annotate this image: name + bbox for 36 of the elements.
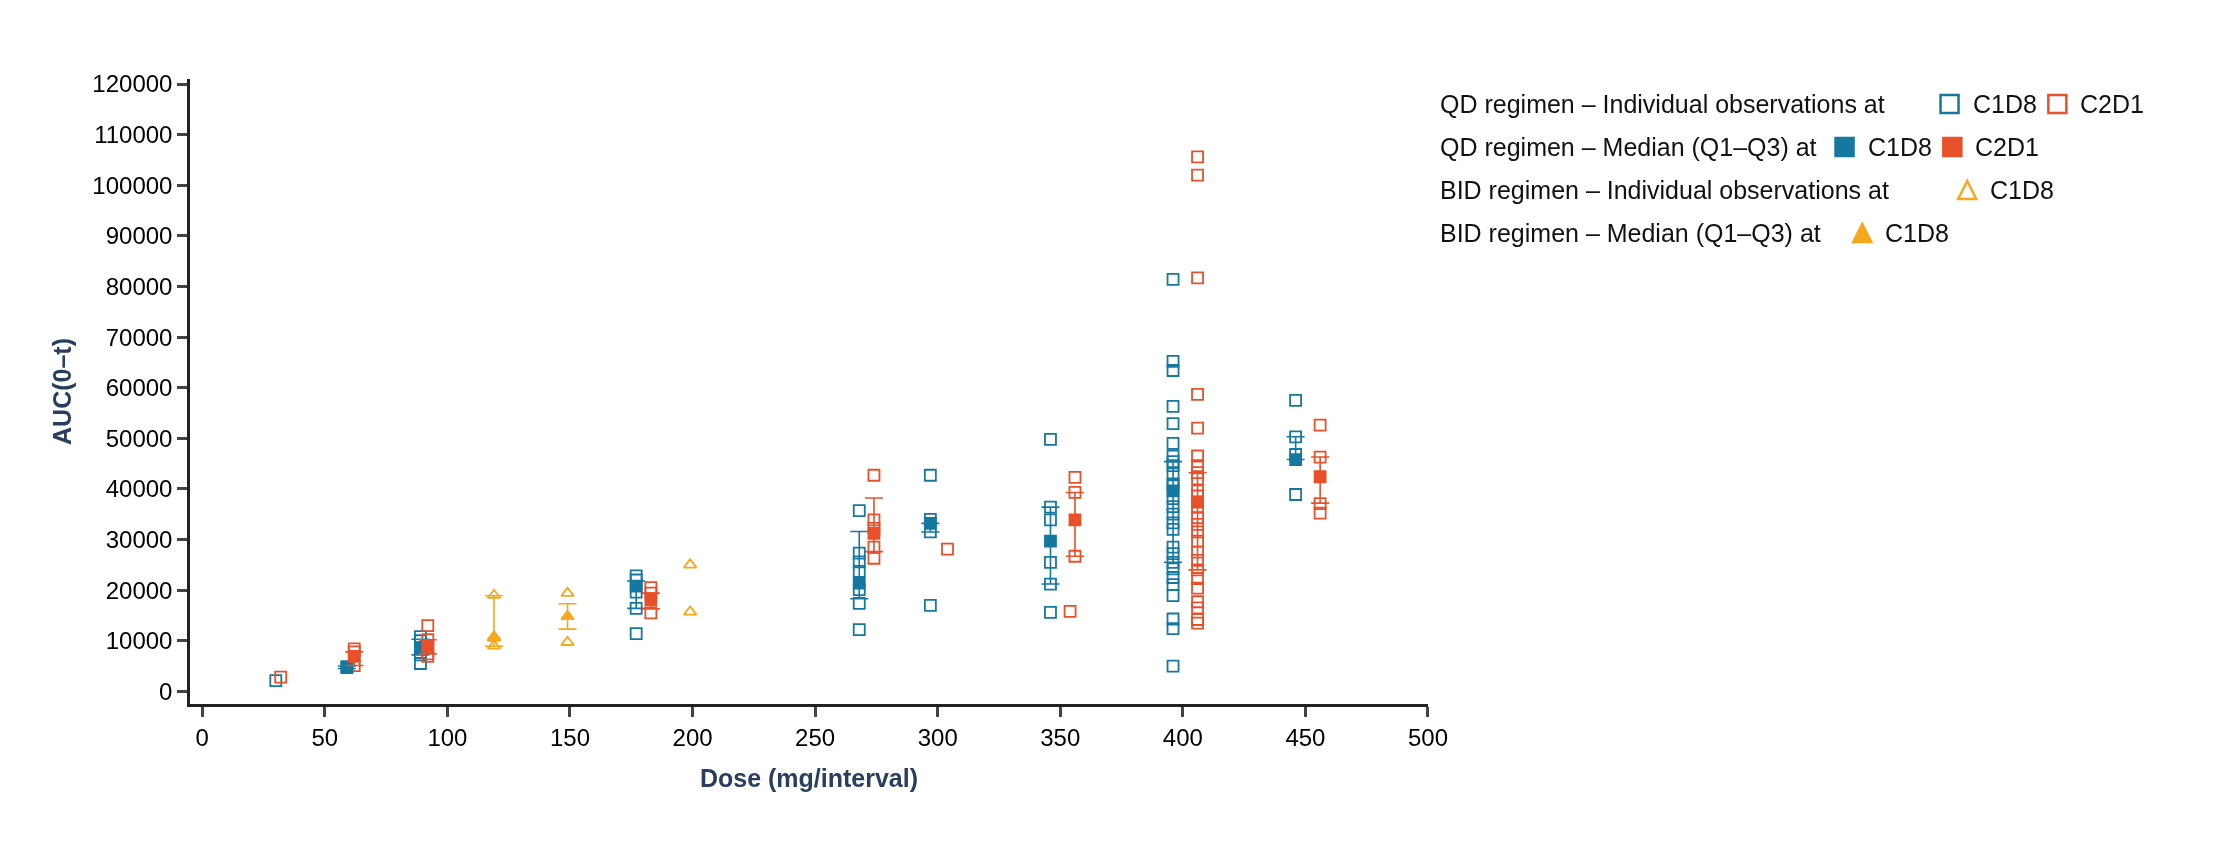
x-tick-label: 200 [672,723,713,751]
y-tick-label: 80000 [105,272,173,300]
y-tick-label: 0 [159,677,173,705]
y-tick-label: 40000 [105,475,173,503]
y-tick-label: 10000 [105,627,173,655]
x-tick-label: 250 [795,723,836,751]
y-axis-title: AUC(0–t) [48,338,77,445]
text: BID regimen – Individual observations at [1440,176,1889,204]
legend-label: C1D8 [1868,133,1932,161]
y-tick-label: 20000 [105,576,173,604]
legend-label: C1D8 [1885,219,1949,247]
y-tick-label: 90000 [105,222,173,250]
y-tick-label: 100000 [92,171,173,199]
y-tick-label: 120000 [92,70,173,98]
x-tick-label: 400 [1162,723,1203,751]
x-tick-label: 50 [311,723,339,751]
x-tick-label: 500 [1407,723,1449,751]
text: QD regimen – Individual observations at [1440,90,1885,118]
text: QD regimen – Median (Q1–Q3) at [1440,133,1817,161]
x-tick-label: 150 [549,723,590,751]
y-tick-label: 70000 [105,323,173,351]
legend-label: C2D1 [2080,90,2144,118]
y-tick-label: 50000 [105,424,173,452]
legend-label: C1D8 [1973,90,2037,118]
x-tick-label: 350 [1040,723,1081,751]
legend-label: C1D8 [1990,176,2054,204]
x-tick-label: 0 [195,723,209,751]
x-tick-label: 450 [1285,723,1326,751]
y-tick-label: 60000 [105,374,173,402]
x-tick-label: 300 [917,723,958,751]
y-tick-label: 110000 [94,121,173,149]
legend-label: C2D1 [1975,133,2039,161]
x-tick-label: 100 [427,723,468,751]
text: BID regimen – Median (Q1–Q3) at [1440,219,1821,247]
x-axis-title: Dose (mg/interval) [699,763,919,792]
y-tick-label: 30000 [105,525,173,553]
